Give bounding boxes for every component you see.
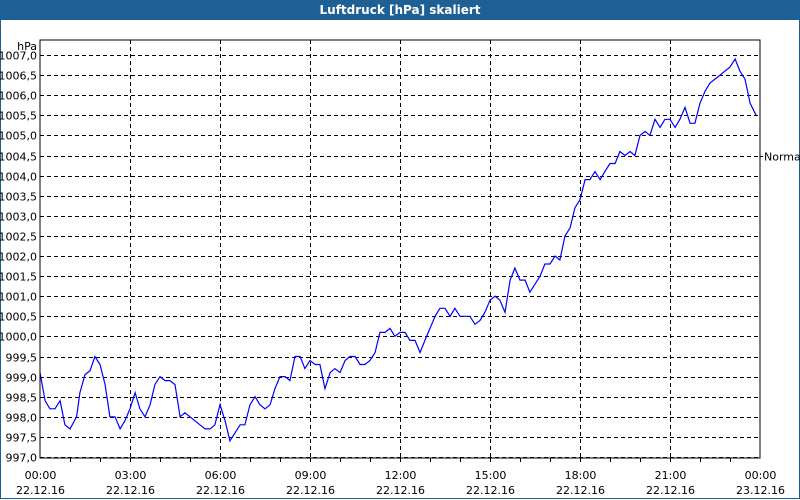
y-tick-label: 1007,0: [0, 50, 37, 63]
y-tick-label: 1006,5: [0, 70, 37, 83]
y-tick-label: 1001,0: [0, 291, 37, 304]
pressure-line: [39, 57, 757, 443]
y-axis-label: hPa: [17, 40, 37, 53]
y-tick-label: 999,5: [6, 352, 38, 365]
y-tick-label: 997,0: [6, 452, 38, 465]
x-tick-date: 22.12.16: [646, 484, 695, 497]
x-tick-time: 00:00: [745, 469, 777, 482]
x-tick-time: 03:00: [115, 469, 147, 482]
x-tick-date: 22.12.16: [556, 484, 605, 497]
y-tick-label: 998,5: [6, 392, 38, 405]
x-tick-time: 00:00: [25, 469, 57, 482]
x-tick-time: 21:00: [655, 469, 687, 482]
y-tick-label: 1004,0: [0, 171, 37, 184]
x-tick-date: 22.12.16: [16, 484, 65, 497]
plot-border: [39, 39, 761, 459]
y-tick-label: 1005,5: [0, 110, 37, 123]
y-tick-label: 1002,0: [0, 251, 37, 264]
y-tick-label: 997,5: [6, 432, 38, 445]
x-tick-date: 22.12.16: [196, 484, 245, 497]
x-tick-time: 18:00: [565, 469, 597, 482]
grid: [40, 40, 763, 462]
reference-label-normal: Normal: [764, 151, 800, 164]
y-tick-label: 1003,5: [0, 191, 37, 204]
x-tick-date: 23.12.16: [736, 484, 785, 497]
y-tick-label: 1002,5: [0, 231, 37, 244]
y-tick-label: 1001,5: [0, 271, 37, 284]
y-tick-label: 999,0: [6, 372, 38, 385]
tick-labels: 997,0 997,5 998,0 998,5 999,0 999,5 1000,0 1000…: [0, 50, 800, 498]
window-title: Luftdruck [hPa] skaliert: [0, 0, 800, 20]
x-tick-date: 22.12.16: [466, 484, 515, 497]
x-tick-date: 22.12.16: [106, 484, 155, 497]
y-tick-label: 1006,0: [0, 90, 37, 103]
x-tick-time: 15:00: [475, 469, 507, 482]
x-tick-time: 12:00: [385, 469, 417, 482]
y-tick-label: 1000,5: [0, 311, 37, 324]
y-tick-label: 1000,0: [0, 331, 37, 344]
y-tick-label: 1003,0: [0, 211, 37, 224]
y-tick-label: 1005,0: [0, 130, 37, 143]
y-tick-label: 1004,5: [0, 151, 37, 164]
x-tick-date: 22.12.16: [286, 484, 335, 497]
x-tick-time: 06:00: [205, 469, 237, 482]
x-tick-time: 09:00: [295, 469, 327, 482]
x-tick-date: 22.12.16: [376, 484, 425, 497]
series: [39, 57, 757, 443]
y-tick-label: 998,0: [6, 412, 38, 425]
